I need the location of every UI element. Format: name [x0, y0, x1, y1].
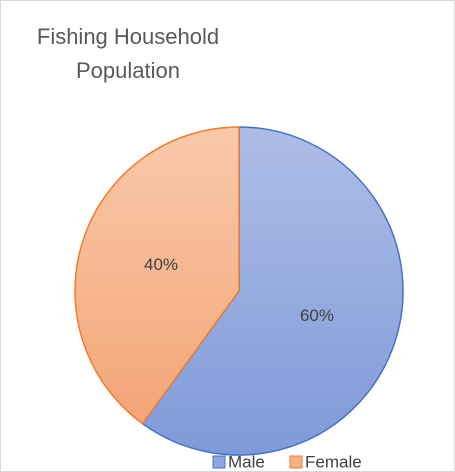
data-label: 60%	[300, 306, 334, 325]
legend-marker	[212, 455, 226, 469]
data-label: 40%	[144, 255, 178, 274]
legend-label: Male	[228, 452, 265, 471]
legend-label: Female	[305, 452, 362, 471]
chart-title: Fishing Household Population	[36, 24, 220, 83]
legend-marker	[289, 455, 303, 469]
pie-slice	[74, 126, 240, 425]
pie-slice	[141, 126, 404, 456]
